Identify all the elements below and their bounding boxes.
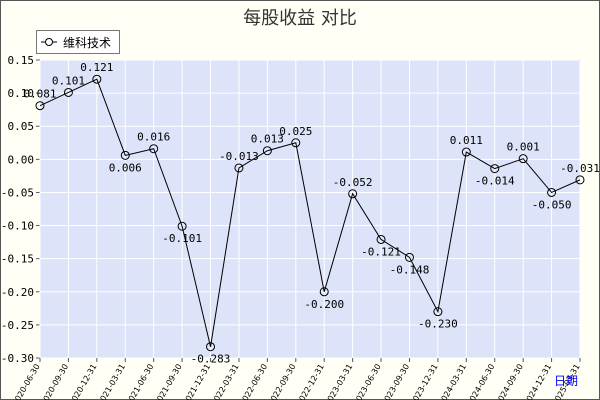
x-tick-label: 2024-09-30 (494, 363, 525, 400)
data-label: 0.121 (80, 61, 113, 74)
data-point (234, 163, 244, 173)
chart-title: 每股收益 对比 (243, 8, 357, 29)
data-point (490, 164, 500, 174)
data-label: -0.283 (191, 353, 231, 366)
x-tick-label: 2023-09-30 (380, 363, 411, 400)
data-label: -0.121 (361, 245, 401, 258)
data-label: -0.148 (390, 263, 430, 276)
data-point (575, 175, 585, 185)
x-tick-label: 2024-12-31 (522, 363, 553, 400)
y-tick-label: -0.10 (1, 220, 34, 233)
legend-label: 维科技术 (63, 35, 112, 50)
data-point (92, 74, 102, 84)
x-tick-label: 2020-06-30 (11, 363, 42, 400)
data-point (461, 147, 471, 157)
y-tick-label: -0.05 (1, 186, 34, 199)
data-point (35, 101, 45, 111)
y-tick-label: 0.00 (8, 153, 35, 166)
data-label: 0.101 (52, 74, 85, 87)
legend: 维科技术 (36, 30, 121, 54)
plot-area (39, 59, 581, 359)
data-label: -0.052 (333, 176, 373, 189)
data-label: -0.230 (418, 318, 458, 331)
x-tick-label: 2022-06-30 (238, 363, 269, 400)
y-tick-label: -0.25 (1, 319, 34, 332)
y-tick-label: -0.30 (1, 352, 34, 365)
data-label: 0.013 (251, 133, 284, 146)
data-point (206, 342, 216, 352)
x-tick-label: 2023-06-30 (352, 363, 383, 400)
data-point (262, 146, 272, 156)
data-label: -0.014 (475, 175, 515, 188)
data-point (291, 138, 301, 148)
x-tick-label: 2024-03-31 (437, 363, 468, 400)
y-tick-label: -0.20 (1, 286, 34, 299)
x-tick-label: 2023-03-31 (323, 363, 354, 400)
data-label: -0.101 (162, 232, 202, 245)
data-point (376, 234, 386, 244)
x-tick-label: 2021-06-30 (124, 363, 155, 400)
x-tick-label: 2022-12-31 (295, 363, 326, 400)
data-label: 0.001 (507, 141, 540, 154)
y-tick-label: 0.05 (8, 120, 35, 133)
x-tick-label: 2021-12-31 (181, 363, 212, 400)
y-tick-label: 0.10 (8, 87, 35, 100)
series-line (39, 78, 581, 347)
x-tick-label: 2020-09-30 (39, 363, 70, 400)
x-tick-label: 2023-12-31 (409, 363, 440, 400)
data-label: -0.050 (532, 198, 572, 211)
data-point (149, 144, 159, 154)
data-point (319, 287, 329, 297)
data-label: -0.200 (304, 298, 344, 311)
data-point (120, 150, 130, 160)
x-tick-label: 2024-06-30 (465, 362, 496, 400)
data-point (348, 189, 358, 199)
data-label: -0.031 (560, 162, 600, 175)
legend-marker-icon (41, 38, 57, 46)
data-label: 0.025 (279, 125, 312, 138)
data-point (518, 154, 528, 164)
y-tick-label: -0.15 (1, 253, 34, 266)
data-label: 0.006 (109, 161, 142, 174)
data-point (177, 221, 187, 231)
data-point (404, 252, 414, 262)
x-tick-label: 2022-03-31 (210, 363, 241, 400)
x-tick-label: 2021-03-31 (96, 363, 127, 400)
data-label: -0.013 (219, 150, 259, 163)
data-label: 0.081 (23, 88, 56, 101)
data-label: 0.016 (137, 131, 170, 144)
data-label: 0.011 (450, 134, 483, 147)
y-tick-label: 0.15 (8, 54, 35, 67)
x-tick-label: 2020-12-31 (68, 363, 99, 400)
data-point (433, 307, 443, 317)
data-point (547, 187, 557, 197)
x-axis-unit-label: 日期 (553, 374, 578, 388)
x-tick-label: 2021-09-30 (153, 363, 184, 400)
x-tick-label: 2022-09-30 (266, 363, 297, 400)
data-point (63, 87, 73, 97)
